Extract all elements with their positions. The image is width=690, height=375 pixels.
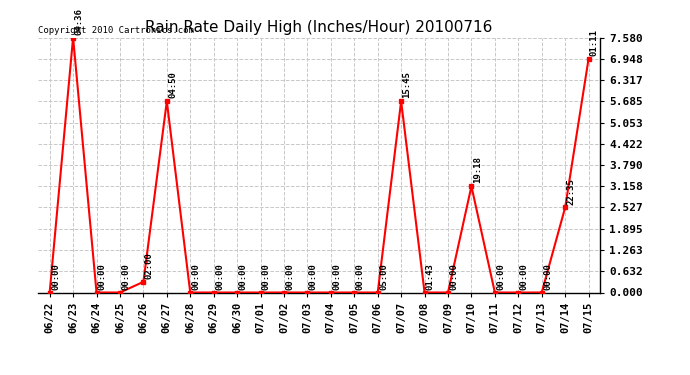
Text: 00:00: 00:00 — [262, 263, 271, 290]
Text: 00:00: 00:00 — [449, 263, 458, 290]
Text: 04:50: 04:50 — [168, 72, 177, 99]
Text: Copyright 2010 Cartronics.com: Copyright 2010 Cartronics.com — [38, 26, 194, 35]
Text: 00:00: 00:00 — [98, 263, 107, 290]
Text: 00:00: 00:00 — [543, 263, 552, 290]
Title: Rain Rate Daily High (Inches/Hour) 20100716: Rain Rate Daily High (Inches/Hour) 20100… — [146, 20, 493, 35]
Text: 22:35: 22:35 — [566, 178, 575, 205]
Text: 00:00: 00:00 — [286, 263, 295, 290]
Text: 00:00: 00:00 — [332, 263, 342, 290]
Text: 15:45: 15:45 — [402, 72, 411, 99]
Text: 19:18: 19:18 — [473, 157, 482, 183]
Text: 01:43: 01:43 — [426, 263, 435, 290]
Text: 01:11: 01:11 — [590, 29, 599, 56]
Text: 02:00: 02:00 — [145, 252, 154, 279]
Text: 00:00: 00:00 — [309, 263, 318, 290]
Text: 00:00: 00:00 — [192, 263, 201, 290]
Text: 00:00: 00:00 — [239, 263, 248, 290]
Text: 00:00: 00:00 — [215, 263, 224, 290]
Text: 00:00: 00:00 — [51, 263, 60, 290]
Text: 00:00: 00:00 — [121, 263, 130, 290]
Text: 00:00: 00:00 — [496, 263, 505, 290]
Text: 05:00: 05:00 — [379, 263, 388, 290]
Text: 00:00: 00:00 — [520, 263, 529, 290]
Text: 00:00: 00:00 — [355, 263, 364, 290]
Text: 04:36: 04:36 — [75, 8, 83, 35]
